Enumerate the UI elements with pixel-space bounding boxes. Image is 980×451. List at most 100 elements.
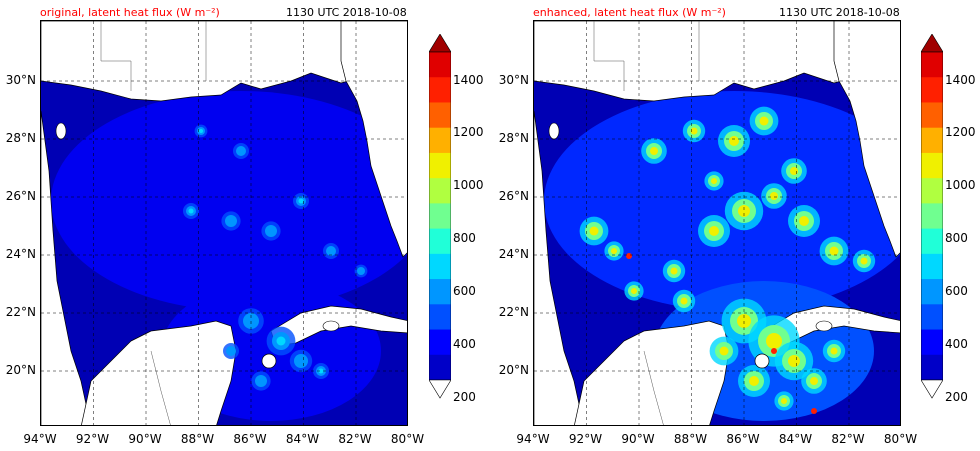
flux-cell-peak bbox=[830, 347, 838, 355]
lat-label: 30°N bbox=[5, 73, 36, 87]
colorbar-segment bbox=[429, 77, 451, 103]
flux-cell-core bbox=[357, 267, 365, 275]
colorbar-segment bbox=[429, 178, 451, 204]
colorbar-min-arrow bbox=[428, 379, 452, 399]
colorbar-max-arrow bbox=[428, 33, 452, 53]
lon-label: 82°W bbox=[831, 432, 865, 446]
colorbar-segment bbox=[921, 152, 943, 179]
colorbar-tick-label: 1000 bbox=[945, 178, 976, 192]
colorbar-tick-label: 200 bbox=[945, 390, 968, 404]
state-border bbox=[593, 21, 625, 91]
flux-cell-core bbox=[255, 375, 267, 387]
flux-cell-peak bbox=[690, 127, 698, 135]
lon-label: 80°W bbox=[883, 432, 918, 446]
colorbar-tick-label: 1000 bbox=[453, 178, 484, 192]
panel-timestamp: 1130 UTC 2018-10-08 bbox=[286, 6, 407, 19]
colorbar-tick-label: 1200 bbox=[453, 125, 484, 139]
flux-hotspot bbox=[811, 408, 817, 414]
colorbar-segment bbox=[429, 329, 451, 356]
flux-cell-peak bbox=[829, 246, 839, 256]
flux-cell-peak bbox=[719, 346, 729, 356]
colorbar-tick-label: 800 bbox=[945, 231, 968, 245]
island bbox=[548, 122, 560, 140]
flux-cell-core bbox=[265, 225, 277, 237]
flux-cell-peak bbox=[631, 288, 637, 294]
flux-hotspot bbox=[626, 253, 632, 259]
colorbar-segment bbox=[921, 52, 943, 78]
flux-cell-peak bbox=[810, 377, 818, 385]
flux-cell-peak bbox=[860, 257, 868, 265]
colorbar-tick-label: 800 bbox=[453, 231, 476, 245]
island bbox=[815, 320, 833, 332]
colorbar-segment bbox=[921, 279, 943, 305]
map-original bbox=[40, 20, 408, 426]
lon-label: 84°W bbox=[778, 432, 813, 446]
yucatan-land bbox=[574, 320, 730, 425]
flux-cell-peak bbox=[729, 136, 739, 146]
lon-label: 84°W bbox=[285, 432, 320, 446]
flux-cell-peak bbox=[770, 192, 778, 200]
colorbar-segment bbox=[921, 304, 943, 331]
state-border bbox=[100, 21, 132, 91]
hurricane-eye bbox=[754, 353, 770, 369]
colorbar-segment bbox=[921, 102, 943, 129]
lat-label: 30°N bbox=[498, 73, 529, 87]
island bbox=[322, 320, 340, 332]
lat-label: 28°N bbox=[498, 131, 529, 145]
panel-title: enhanced, latent heat flux (W m⁻²) bbox=[533, 6, 726, 19]
latent-heat-flux-map bbox=[534, 21, 900, 425]
flux-cell-peak bbox=[188, 208, 194, 214]
flux-cell-peak bbox=[788, 355, 800, 367]
mexico-land bbox=[41, 110, 91, 425]
flux-cell-core bbox=[226, 346, 236, 356]
lon-label: 90°W bbox=[621, 432, 655, 446]
colorbar-tick-label: 1400 bbox=[945, 73, 976, 87]
colorbar-segment bbox=[921, 203, 943, 230]
flux-cell-peak bbox=[199, 129, 203, 133]
lon-label: 82°W bbox=[338, 432, 372, 446]
colorbar-segment bbox=[429, 253, 451, 280]
colorbar-tick-label: 1400 bbox=[453, 73, 484, 87]
lon-label: 94°W bbox=[23, 432, 57, 446]
yucatan-land bbox=[81, 320, 237, 425]
flux-cell-peak bbox=[781, 398, 787, 404]
colorbar-segment bbox=[921, 127, 943, 154]
colorbar-tick-label: 400 bbox=[453, 337, 476, 351]
gulf-field bbox=[51, 91, 407, 311]
flux-cell-peak bbox=[276, 336, 286, 346]
lon-label: 88°W bbox=[673, 432, 708, 446]
map-enhanced bbox=[533, 20, 901, 426]
flux-cell-peak bbox=[680, 297, 688, 305]
colorbar-tick-label: 400 bbox=[945, 337, 968, 351]
lat-label: 20°N bbox=[5, 363, 36, 377]
flux-cell-peak bbox=[759, 116, 769, 126]
lat-label: 22°N bbox=[498, 305, 529, 319]
gulf-field bbox=[544, 91, 900, 311]
panel-enhanced: enhanced, latent heat flux (W m⁻²) 1130 … bbox=[493, 0, 973, 451]
colorbar-original bbox=[428, 33, 452, 416]
flux-cell-peak bbox=[670, 267, 678, 275]
flux-cell-peak bbox=[711, 178, 717, 184]
panel-timestamp: 1130 UTC 2018-10-08 bbox=[779, 6, 900, 19]
lon-label: 92°W bbox=[568, 432, 603, 446]
colorbar-segment bbox=[921, 253, 943, 280]
island bbox=[55, 122, 67, 140]
flux-cell-peak bbox=[738, 205, 750, 217]
lat-label: 20°N bbox=[498, 363, 529, 377]
latent-heat-flux-map bbox=[41, 21, 407, 425]
lon-label: 92°W bbox=[75, 432, 110, 446]
colorbar-segment bbox=[429, 228, 451, 255]
colorbar-enhanced bbox=[920, 33, 944, 416]
flux-cell-core bbox=[236, 146, 246, 156]
lon-label: 86°W bbox=[233, 432, 267, 446]
colorbar-segment bbox=[429, 279, 451, 305]
flux-cell-peak bbox=[799, 216, 809, 226]
colorbar-max-arrow bbox=[920, 33, 944, 53]
flux-cell-peak bbox=[589, 226, 599, 236]
flux-cell-peak bbox=[709, 226, 719, 236]
colorbar-segment bbox=[429, 304, 451, 331]
colorbar-scale bbox=[920, 33, 944, 399]
colorbar-segment bbox=[429, 354, 451, 381]
colorbar-min-arrow bbox=[920, 379, 944, 399]
lon-label: 86°W bbox=[726, 432, 760, 446]
